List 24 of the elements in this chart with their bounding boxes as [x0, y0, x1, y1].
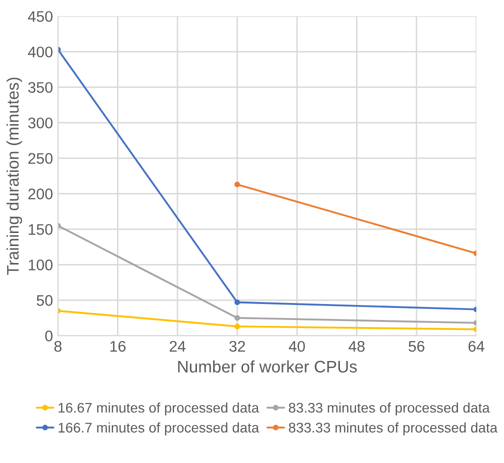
y-tick-label: 300 — [28, 118, 53, 128]
x-tick-label: 64 — [468, 340, 484, 352]
y-tick-label: 50 — [36, 295, 53, 306]
x-tick-label: 40 — [288, 340, 305, 352]
legend-label: 83.33 minutes of processed data — [288, 402, 490, 416]
legend-label: 16.67 minutes of processed data — [58, 402, 260, 416]
x-tick-label: 32 — [229, 340, 245, 352]
x-tick-label: 8 — [54, 340, 62, 352]
y-tick-label: 350 — [28, 82, 53, 93]
x-tick-label: 48 — [348, 340, 365, 352]
y-tick-label: 250 — [28, 153, 53, 164]
y-tick-label: 200 — [28, 188, 53, 200]
y-tick-label: 150 — [28, 224, 53, 235]
y-tick-label: 0 — [45, 330, 52, 342]
y-tick-label: 450 — [28, 11, 53, 22]
legend-label: 166.7 minutes of processed data — [58, 422, 260, 436]
x-tick-label: 56 — [408, 340, 424, 352]
x-axis-title: Number of worker CPUs — [178, 360, 357, 373]
y-axis-title: Training duration (minutes) — [6, 78, 22, 275]
x-tick-label: 24 — [170, 340, 186, 352]
x-tick-label: 16 — [110, 340, 126, 352]
legend-label: 833.33 minutes of processed data — [288, 422, 498, 436]
y-tick-label: 400 — [28, 46, 53, 58]
y-tick-label: 100 — [28, 260, 53, 270]
